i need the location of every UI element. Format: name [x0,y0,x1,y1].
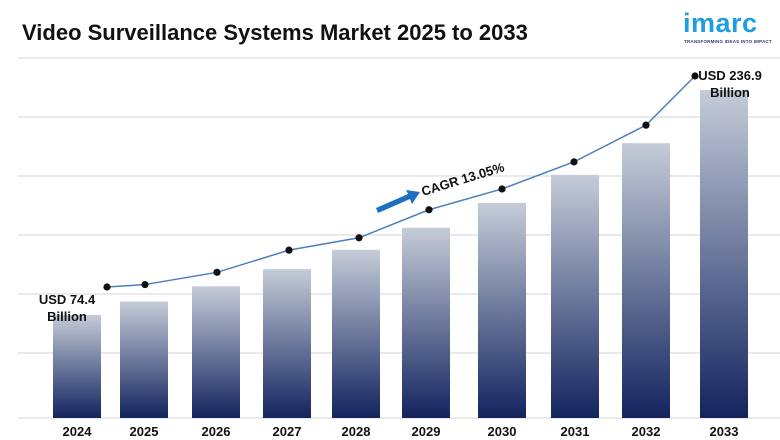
x-tick-label-2024: 2024 [63,424,93,439]
bar-2027 [263,269,311,418]
bar-2025 [120,301,168,418]
end-value-label-line1: USD 236.9 [698,68,762,83]
trend-point-2025 [141,280,149,289]
chart-title: Video Surveillance Systems Market 2025 t… [22,20,528,45]
x-tick-label-2032: 2032 [632,424,661,439]
trend-point-2032 [642,121,650,129]
trend-point-2033 [691,72,699,80]
logo-tagline: TRANSFORMING IDEAS INTO IMPACT [684,39,772,44]
trend-point-2028 [355,234,363,242]
cagr-label: CAGR 13.05% [419,159,506,199]
bar-2031 [551,174,599,418]
bar-2032 [622,143,670,418]
bar-2026 [192,286,240,418]
trend-point-2029 [425,206,433,214]
trend-line [103,72,699,291]
x-tick-label-2031: 2031 [561,424,590,439]
bar-2030 [478,202,526,418]
imarc-logo: imarc TRANSFORMING IDEAS INTO IMPACT [683,6,775,50]
x-tick-label-2029: 2029 [412,424,441,439]
x-tick-label-2030: 2030 [488,424,517,439]
trend-point-2027 [285,246,293,254]
x-tick-label-2026: 2026 [202,424,231,439]
trend-point-2030 [498,185,506,193]
trend-point-2024 [103,283,111,291]
bar-2028 [332,249,380,418]
bar-2024 [53,314,101,418]
start-value-label-line1: USD 74.4 [39,292,96,307]
bars [53,89,748,418]
trend-point-2026 [213,268,221,276]
x-tick-label-2028: 2028 [342,424,371,439]
bar-2029 [402,227,450,418]
logo-wordmark: imarc [683,8,758,38]
x-tick-label-2027: 2027 [273,424,302,439]
start-value-label-line2: Billion [47,309,87,324]
trend-polyline [106,75,696,288]
x-axis-ticks: 2024 2025 2026 2027 2028 2029 2030 2031 2032 2033 [63,424,739,439]
end-value-label-line2: Billion [710,85,750,100]
x-tick-label-2025: 2025 [130,424,159,439]
x-tick-label-2033: 2033 [710,424,739,439]
bar-2033 [700,89,748,418]
cagr-arrow-icon [376,190,420,213]
trend-point-2031 [570,158,578,166]
